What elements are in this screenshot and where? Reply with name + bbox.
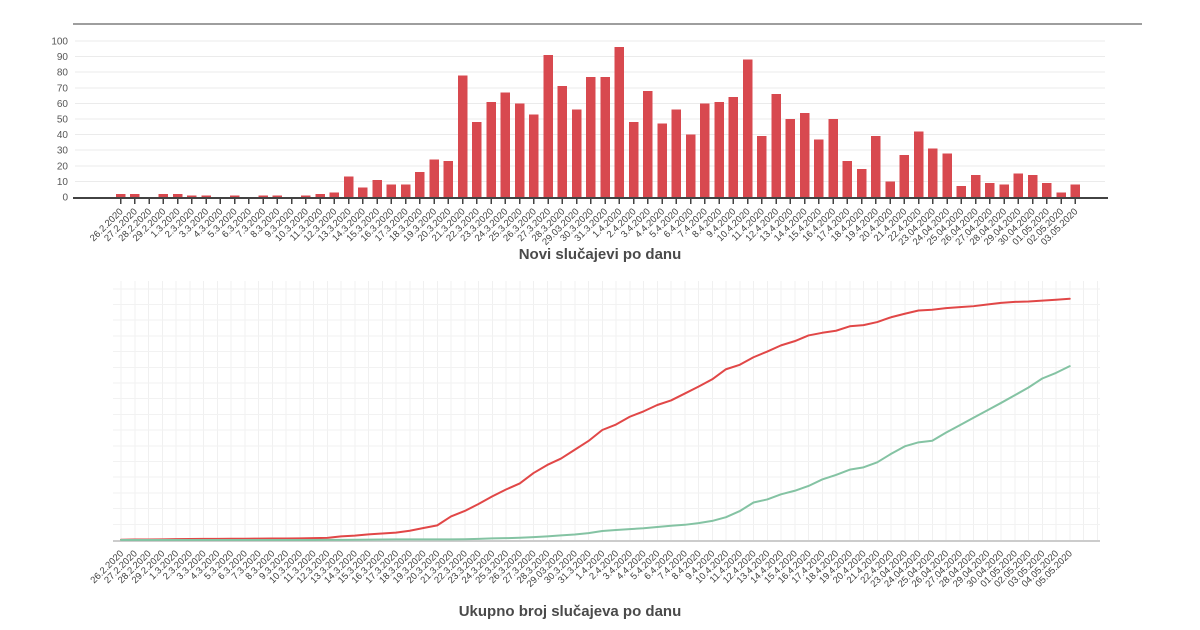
bar[interactable] (885, 181, 895, 197)
bar[interactable] (500, 92, 511, 197)
bar[interactable] (913, 131, 924, 197)
bar[interactable] (372, 179, 382, 197)
bar[interactable] (985, 182, 995, 197)
bar[interactable] (1042, 182, 1052, 197)
bar[interactable] (771, 94, 781, 197)
y-axis-tick-label: 60 (57, 99, 69, 110)
bar[interactable] (657, 123, 667, 197)
y-axis-tick-label: 70 (57, 83, 69, 94)
bar[interactable] (842, 161, 853, 197)
red-series-line[interactable] (120, 297, 1071, 541)
y-axis-tick-label: 50 (57, 115, 69, 126)
bar[interactable] (258, 195, 268, 197)
bar[interactable] (115, 193, 126, 197)
bar[interactable] (700, 103, 710, 197)
y-axis-tick-label: 90 (57, 52, 69, 63)
bar[interactable] (685, 134, 696, 197)
bar[interactable] (457, 75, 468, 197)
bar[interactable] (187, 195, 197, 197)
bar[interactable] (643, 90, 653, 197)
bar[interactable] (1027, 175, 1038, 197)
bar[interactable] (472, 122, 482, 197)
bar[interactable] (201, 195, 211, 197)
bar[interactable] (970, 175, 981, 197)
green-series-line[interactable] (120, 365, 1071, 541)
bar[interactable] (956, 186, 967, 197)
bar[interactable] (272, 195, 283, 197)
bar[interactable] (229, 195, 240, 197)
bar[interactable] (343, 176, 354, 197)
bar[interactable] (814, 139, 824, 197)
bar[interactable] (543, 55, 553, 197)
bar[interactable] (871, 136, 881, 197)
bar[interactable] (628, 122, 639, 197)
bar[interactable] (443, 161, 454, 197)
bar[interactable] (671, 109, 682, 197)
bar[interactable] (415, 172, 425, 197)
bar[interactable] (400, 184, 411, 197)
bar[interactable] (429, 159, 439, 197)
y-axis-tick-label: 20 (57, 161, 69, 172)
bar[interactable] (315, 193, 325, 197)
y-axis-tick-label: 40 (57, 130, 69, 141)
bar[interactable] (1070, 184, 1081, 197)
y-axis-tick-label: 100 (51, 37, 68, 48)
bar[interactable] (158, 193, 169, 197)
bar[interactable] (557, 86, 568, 197)
bar[interactable] (728, 97, 739, 197)
bar[interactable] (1056, 192, 1066, 197)
cumulative-cases-line-chart: 26.2.202027.2.202028.2.202029.2.20201.3.… (88, 281, 1100, 590)
bar[interactable] (586, 76, 596, 197)
bar[interactable] (329, 192, 340, 197)
bar[interactable] (799, 112, 810, 197)
cumulative-chart-title: Ukupno broj slučajeva po danu (458, 603, 682, 620)
bar[interactable] (999, 184, 1009, 197)
bar[interactable] (358, 187, 368, 197)
y-axis-tick-label: 0 (62, 193, 68, 204)
bar[interactable] (614, 47, 625, 197)
bar[interactable] (571, 109, 582, 197)
y-axis-tick-label: 80 (57, 68, 69, 79)
daily-new-cases-bar-chart: 010203040506070809010026.2.202027.2.2020… (51, 23, 1142, 248)
bar[interactable] (514, 103, 525, 197)
bar[interactable] (386, 184, 397, 197)
bar[interactable] (899, 154, 910, 197)
bar[interactable] (1013, 173, 1024, 197)
bar[interactable] (714, 101, 724, 197)
bar[interactable] (742, 59, 753, 197)
bar[interactable] (301, 195, 311, 197)
y-axis-tick-label: 30 (57, 146, 69, 157)
y-axis-tick-label: 10 (57, 177, 69, 188)
bar[interactable] (529, 114, 539, 197)
bar[interactable] (600, 76, 610, 197)
bar[interactable] (828, 119, 838, 197)
bar[interactable] (928, 148, 938, 197)
bar[interactable] (785, 119, 796, 197)
bar[interactable] (942, 153, 952, 197)
bar[interactable] (130, 193, 140, 197)
bar[interactable] (486, 101, 496, 197)
bar[interactable] (856, 168, 867, 197)
bar[interactable] (757, 136, 767, 197)
daily-chart-title: Novi slučajevi po danu (518, 246, 682, 263)
bar[interactable] (172, 193, 183, 197)
